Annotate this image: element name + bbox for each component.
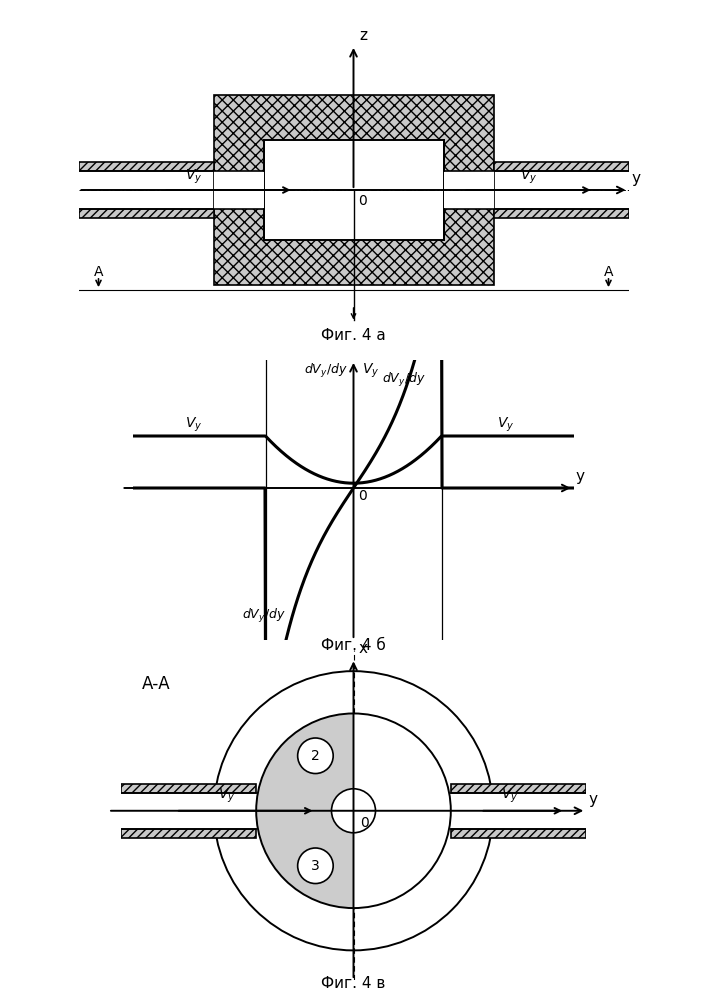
Circle shape — [298, 848, 333, 884]
Text: z: z — [359, 27, 368, 42]
Text: x: x — [358, 641, 368, 656]
Text: 0: 0 — [358, 194, 367, 208]
Bar — [78, 209, 214, 218]
Bar — [451, 784, 586, 793]
Text: 0: 0 — [358, 489, 367, 503]
Bar — [451, 793, 586, 829]
Bar — [78, 162, 214, 171]
Text: 0: 0 — [360, 816, 368, 830]
Text: $V_y$: $V_y$ — [520, 168, 537, 186]
Wedge shape — [354, 713, 451, 908]
Text: $dV_y/dy$: $dV_y/dy$ — [382, 371, 425, 389]
Bar — [214, 171, 264, 209]
Text: 2: 2 — [311, 749, 320, 763]
Bar — [451, 829, 586, 838]
Text: Фиг. 4 б: Фиг. 4 б — [321, 638, 386, 653]
Bar — [264, 140, 443, 240]
Bar — [443, 171, 493, 209]
Bar — [121, 829, 256, 838]
Text: $V_y$: $V_y$ — [185, 416, 202, 434]
Text: A: A — [604, 265, 613, 279]
Bar — [121, 784, 256, 793]
Bar — [493, 162, 629, 171]
Wedge shape — [354, 789, 375, 833]
Wedge shape — [332, 789, 354, 833]
Text: $V_y$: $V_y$ — [501, 787, 519, 805]
Text: A: A — [94, 265, 103, 279]
Text: 3: 3 — [311, 859, 320, 873]
Text: y: y — [631, 171, 640, 186]
Bar — [493, 209, 629, 218]
Text: $dV_y/dy$: $dV_y/dy$ — [242, 607, 286, 625]
Text: А-А: А-А — [142, 675, 170, 693]
Bar — [214, 95, 493, 285]
Text: y: y — [575, 469, 585, 484]
Text: $dV_y/dy$: $dV_y/dy$ — [304, 362, 348, 380]
Text: $V_y$: $V_y$ — [218, 787, 235, 805]
Text: y: y — [588, 792, 597, 807]
Text: $V_y$: $V_y$ — [185, 168, 202, 186]
Text: Фиг. 4 в: Фиг. 4 в — [321, 976, 386, 991]
Text: $V_y$: $V_y$ — [497, 416, 514, 434]
Circle shape — [298, 738, 333, 774]
Wedge shape — [256, 713, 354, 908]
Text: Фиг. 4 а: Фиг. 4 а — [321, 328, 386, 342]
Text: $V_y$: $V_y$ — [361, 362, 379, 380]
Bar — [121, 793, 256, 829]
